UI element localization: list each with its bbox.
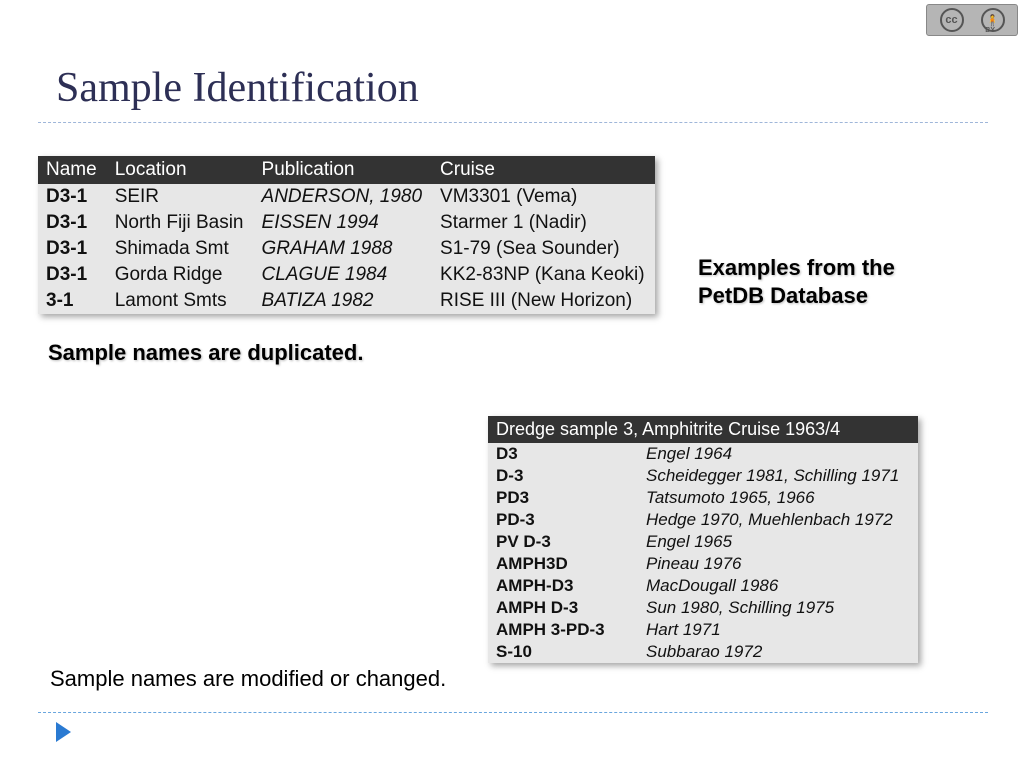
table-cell: D3 xyxy=(488,443,638,465)
by-text: BY xyxy=(985,27,995,34)
table-row: PD3Tatsumoto 1965, 1966 xyxy=(488,487,918,509)
table-cell: Scheidegger 1981, Schilling 1971 xyxy=(638,465,918,487)
col-location: Location xyxy=(107,156,254,184)
dredge-header: Dredge sample 3, Amphitrite Cruise 1963/… xyxy=(488,416,918,443)
table-row: D3-1Gorda RidgeCLAGUE 1984KK2-83NP (Kana… xyxy=(38,262,655,288)
col-publication: Publication xyxy=(254,156,433,184)
divider-bottom xyxy=(38,712,988,713)
table-cell: D3-1 xyxy=(38,210,107,236)
table-cell: KK2-83NP (Kana Keoki) xyxy=(432,262,655,288)
examples-annotation: Examples from the PetDB Database xyxy=(698,254,948,309)
page-title: Sample Identification xyxy=(56,64,419,112)
table-cell: D3-1 xyxy=(38,262,107,288)
table-cell: Pineau 1976 xyxy=(638,553,918,575)
table-cell: Gorda Ridge xyxy=(107,262,254,288)
table-cell: BATIZA 1982 xyxy=(254,288,433,314)
col-cruise: Cruise xyxy=(432,156,655,184)
table-cell: S1-79 (Sea Sounder) xyxy=(432,236,655,262)
table-cell: Starmer 1 (Nadir) xyxy=(432,210,655,236)
table-cell: Sun 1980, Schilling 1975 xyxy=(638,597,918,619)
table-row: D3-1SEIRANDERSON, 1980VM3301 (Vema) xyxy=(38,184,655,210)
table-cell: EISSEN 1994 xyxy=(254,210,433,236)
cc-license-badge: cc 🧍 BY xyxy=(926,4,1018,36)
table-cell: Engel 1964 xyxy=(638,443,918,465)
table-cell: Shimada Smt xyxy=(107,236,254,262)
table-row: D3Engel 1964 xyxy=(488,443,918,465)
table-cell: Hart 1971 xyxy=(638,619,918,641)
table-cell: RISE III (New Horizon) xyxy=(432,288,655,314)
table-cell: PD-3 xyxy=(488,509,638,531)
table-cell: Subbarao 1972 xyxy=(638,641,918,663)
table-cell: AMPH-D3 xyxy=(488,575,638,597)
table-cell: PV D-3 xyxy=(488,531,638,553)
samples-table: Name Location Publication Cruise D3-1SEI… xyxy=(38,156,655,314)
table-cell: AMPH3D xyxy=(488,553,638,575)
table-cell: North Fiji Basin xyxy=(107,210,254,236)
col-name: Name xyxy=(38,156,107,184)
duplicated-annotation: Sample names are duplicated. xyxy=(48,340,363,366)
table-cell: VM3301 (Vema) xyxy=(432,184,655,210)
table-cell: D3-1 xyxy=(38,236,107,262)
table-row: D-3Scheidegger 1981, Schilling 1971 xyxy=(488,465,918,487)
table-cell: GRAHAM 1988 xyxy=(254,236,433,262)
cc-icon: cc xyxy=(940,8,964,32)
dredge-table: Dredge sample 3, Amphitrite Cruise 1963/… xyxy=(488,416,918,663)
table-cell: Engel 1965 xyxy=(638,531,918,553)
table-row: PV D-3Engel 1965 xyxy=(488,531,918,553)
modified-annotation: Sample names are modified or changed. xyxy=(50,666,446,692)
table-cell: Lamont Smts xyxy=(107,288,254,314)
table-cell: PD3 xyxy=(488,487,638,509)
table-cell: D3-1 xyxy=(38,184,107,210)
table-cell: MacDougall 1986 xyxy=(638,575,918,597)
table-cell: AMPH 3-PD-3 xyxy=(488,619,638,641)
table-row: PD-3Hedge 1970, Muehlenbach 1972 xyxy=(488,509,918,531)
table-row: AMPH 3-PD-3Hart 1971 xyxy=(488,619,918,641)
table-cell: S-10 xyxy=(488,641,638,663)
table-cell: CLAGUE 1984 xyxy=(254,262,433,288)
table-cell: ANDERSON, 1980 xyxy=(254,184,433,210)
table-cell: Hedge 1970, Muehlenbach 1972 xyxy=(638,509,918,531)
table-cell: D-3 xyxy=(488,465,638,487)
table-row: AMPH D-3Sun 1980, Schilling 1975 xyxy=(488,597,918,619)
table-row: AMPH-D3MacDougall 1986 xyxy=(488,575,918,597)
table-row: 3-1Lamont SmtsBATIZA 1982RISE III (New H… xyxy=(38,288,655,314)
next-triangle-icon xyxy=(56,722,71,742)
table-cell: SEIR xyxy=(107,184,254,210)
table-row: D3-1Shimada SmtGRAHAM 1988S1-79 (Sea Sou… xyxy=(38,236,655,262)
divider-top xyxy=(38,122,988,123)
table-row: AMPH3DPineau 1976 xyxy=(488,553,918,575)
table-cell: 3-1 xyxy=(38,288,107,314)
table-row: S-10Subbarao 1972 xyxy=(488,641,918,663)
table-cell: Tatsumoto 1965, 1966 xyxy=(638,487,918,509)
table-row: D3-1North Fiji BasinEISSEN 1994Starmer 1… xyxy=(38,210,655,236)
table-cell: AMPH D-3 xyxy=(488,597,638,619)
